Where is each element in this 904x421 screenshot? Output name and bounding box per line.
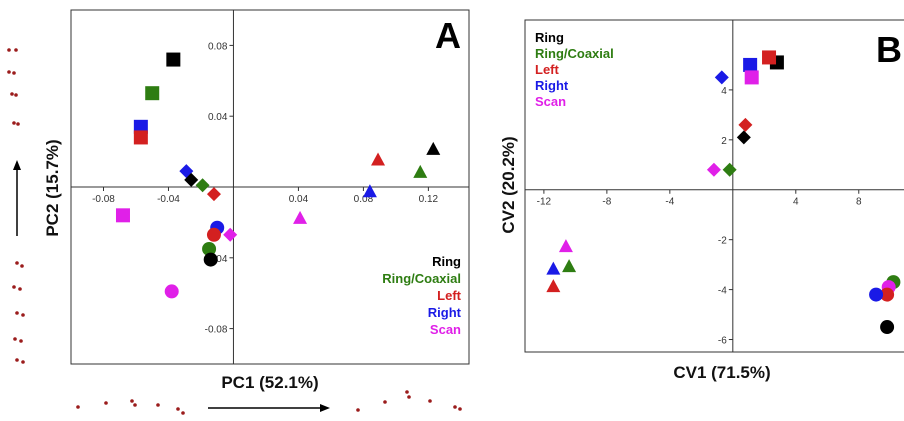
panel-a-point-ring-diamond xyxy=(184,172,199,187)
panel-a-point-right-square xyxy=(133,119,148,134)
panel-b-point-ring-circle xyxy=(880,320,895,335)
panel-b-x-tick-label: 4 xyxy=(793,197,799,208)
bottom-right-horizontal-landmark-shape xyxy=(356,390,462,412)
panel-a-point-ring-square xyxy=(166,52,181,67)
panel-a-point-scan-diamond xyxy=(223,227,238,242)
panel-a-point-scan-square xyxy=(115,208,130,223)
panel-a-point-left-circle xyxy=(206,227,221,242)
bottom-left-horizontal-landmark-shape xyxy=(76,399,185,415)
panel-a-point-scan-circle xyxy=(164,284,179,299)
panel-b-point-left-diamond xyxy=(738,117,753,132)
panel-b-legend-scan: Scan xyxy=(535,94,566,109)
panel-a-point-right-triangle xyxy=(362,184,377,198)
pc2-arrow xyxy=(13,160,21,236)
panel-a-legend-ring-coaxial: Ring/Coaxial xyxy=(382,271,461,286)
panel-a-x-tick-label: 0.08 xyxy=(354,194,374,205)
panel-a-point-ring-coaxial-triangle xyxy=(413,164,428,178)
panel-a-legend-right: Right xyxy=(428,305,462,320)
panel-b-point-ring-diamond xyxy=(736,130,751,145)
panel-b-point-right-diamond xyxy=(714,70,729,85)
panel-b-point-scan-diamond xyxy=(706,162,721,177)
panel-b-y-tick-label: -4 xyxy=(718,286,727,297)
panel-a-point-ring-coaxial-circle xyxy=(202,241,217,256)
panel-a-point-ring-coaxial-square xyxy=(145,86,160,101)
panel-b-x-tick-label: -4 xyxy=(665,197,674,208)
panel-b-y-axis-title: CV2 (20.2%) xyxy=(499,136,518,233)
panel-a-y-tick-label: 0.08 xyxy=(208,41,228,52)
panel-b-legend-left: Left xyxy=(535,62,560,77)
pc1-arrow xyxy=(208,404,330,412)
panel-a: -0.08-0.040.040.080.120.080.04-0.04-0.08… xyxy=(43,9,470,392)
panel-a-point-ring-triangle xyxy=(426,141,441,155)
panel-b-point-left-square xyxy=(762,50,777,65)
panel-a-legend-left: Left xyxy=(437,288,462,303)
panel-b-point-scan-square xyxy=(744,70,759,85)
panel-b-point-ring-coaxial-triangle xyxy=(562,259,577,273)
top-left-landmark-shape xyxy=(7,48,20,126)
panel-b-point-right-square xyxy=(743,57,758,72)
panel-b-y-tick-label: 4 xyxy=(721,86,727,97)
panel-b-y-tick-label: 2 xyxy=(721,136,727,147)
panel-a-point-ring-circle xyxy=(203,252,218,267)
bottom-left-landmark-shape xyxy=(12,261,25,364)
panel-a-x-axis-title: PC1 (52.1%) xyxy=(221,373,318,392)
panel-b-frame xyxy=(524,19,904,353)
panel-a-point-ring-coaxial-diamond xyxy=(195,178,210,193)
panel-b-legend-ring: Ring xyxy=(535,30,564,45)
panel-b-legend-ring-coaxial: Ring/Coaxial xyxy=(535,46,614,61)
panel-b-y-tick-label: -2 xyxy=(718,236,727,247)
panel-b-point-right-circle xyxy=(869,287,884,302)
panel-b-point-scan-triangle xyxy=(558,239,573,253)
panel-b-x-tick-label: -8 xyxy=(602,197,611,208)
panel-b: -12 -8 -4 4 8 4 2 -2 -4 -6 B RingRing/CoaxialLeft… xyxy=(499,19,904,382)
panel-b-y-tick-label: -6 xyxy=(718,336,727,347)
panel-a-x-tick-label: 0.12 xyxy=(419,194,439,205)
panel-b-point-right-triangle xyxy=(546,261,561,275)
panel-a-point-left-triangle xyxy=(371,152,386,166)
panel-a-legend-scan: Scan xyxy=(430,322,461,337)
panel-b-letter: B xyxy=(876,29,902,70)
panel-b-point-ring-coaxial-diamond xyxy=(722,162,737,177)
panel-b-x-tick-label: 8 xyxy=(856,197,862,208)
panel-b-x-tick-label: -12 xyxy=(537,197,552,208)
panel-b-point-left-triangle xyxy=(546,279,561,293)
panel-a-y-axis-title: PC2 (15.7%) xyxy=(43,139,62,236)
panel-a-y-tick-label: 0.04 xyxy=(208,112,228,123)
panel-b-point-left-circle xyxy=(880,287,895,302)
panel-a-point-left-diamond xyxy=(206,187,221,202)
panel-a-point-scan-triangle xyxy=(293,210,308,224)
panel-a-x-tick-label: -0.08 xyxy=(92,194,115,205)
panel-a-point-left-square xyxy=(133,130,148,145)
panel-a-letter: A xyxy=(435,15,461,56)
landmark-decorations xyxy=(7,48,462,415)
panel-a-y-tick-label: -0.08 xyxy=(205,325,228,336)
panel-a-legend-ring: Ring xyxy=(432,254,461,269)
panel-a-legend: Ring Ring/Coaxial Left Right Scan xyxy=(382,254,461,337)
panel-a-x-tick-label: -0.04 xyxy=(157,194,180,205)
panel-a-x-tick-label: 0.04 xyxy=(289,194,309,205)
panel-b-x-axis-title: CV1 (71.5%) xyxy=(673,363,770,382)
panel-b-legend-right: Right xyxy=(535,78,569,93)
